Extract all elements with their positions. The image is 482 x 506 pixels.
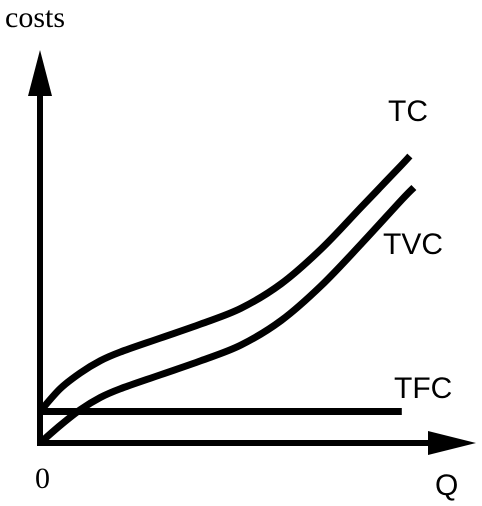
y-axis-arrowhead <box>28 50 52 96</box>
x-axis-arrowhead <box>428 431 476 455</box>
series-label-tfc: TFC <box>394 372 452 405</box>
x-axis-label: Q <box>435 469 458 502</box>
series-label-tvc: TVC <box>383 228 443 261</box>
series-label-tc: TC <box>388 95 428 128</box>
y-axis-label: costs <box>5 1 65 34</box>
axes <box>28 50 476 455</box>
series-line-tc <box>37 153 413 414</box>
labels-layer: costs Q 0 TC TVC TFC <box>5 1 458 502</box>
series-layer <box>37 153 417 446</box>
origin-label: 0 <box>35 462 50 495</box>
